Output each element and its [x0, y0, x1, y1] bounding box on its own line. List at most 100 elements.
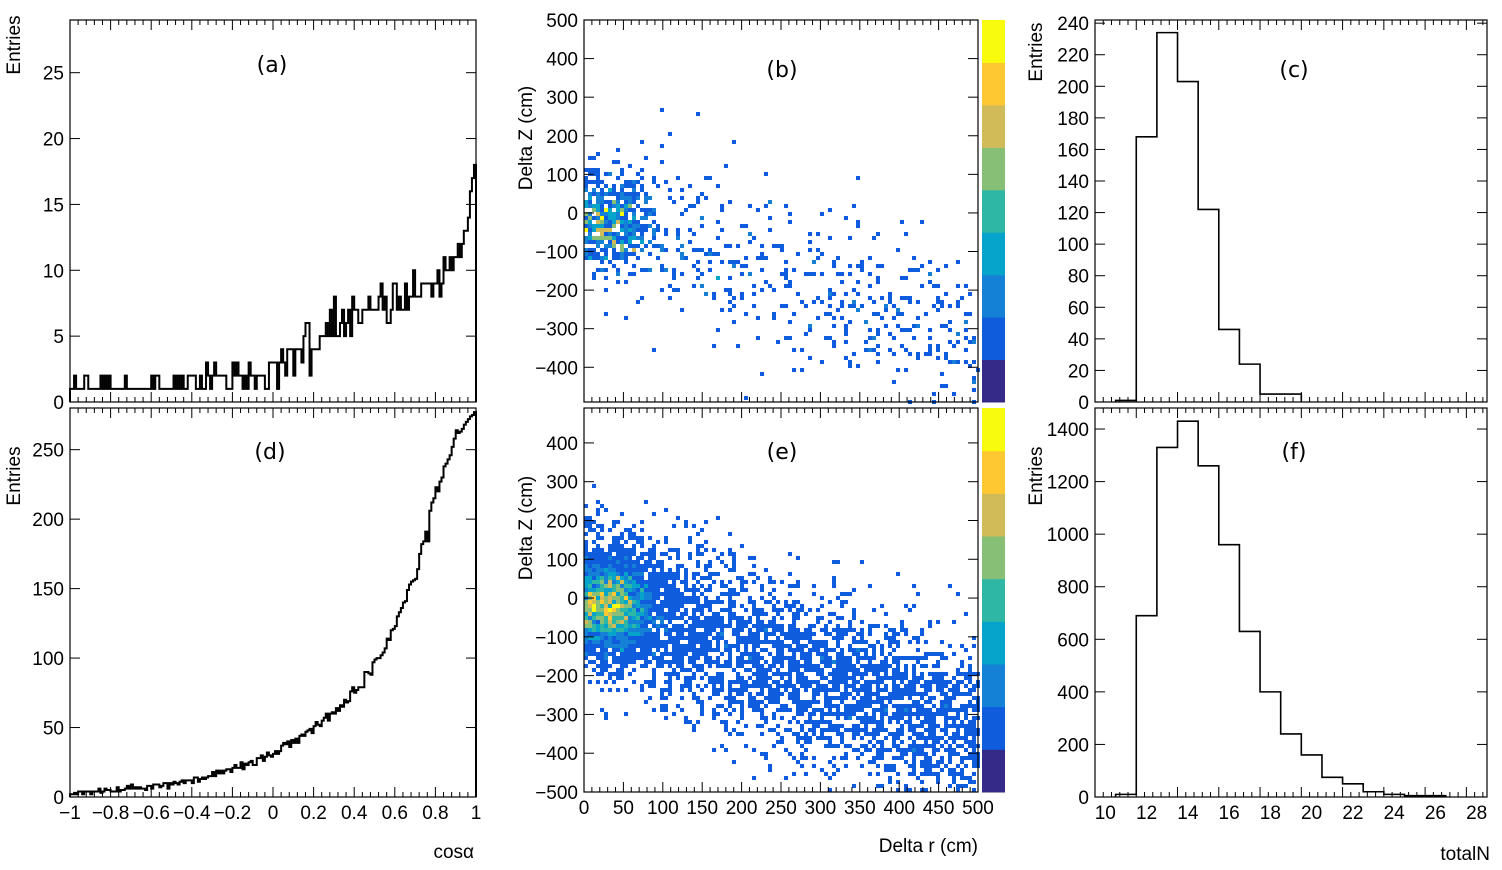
heatmap-cell: [640, 296, 644, 300]
heatmap-cell: [628, 220, 632, 224]
x-tick-label: 0.6: [382, 803, 408, 824]
heatmap-cell: [724, 288, 728, 292]
heatmap-cell: [840, 712, 844, 716]
heatmap-cell: [636, 224, 640, 228]
heatmap-cell: [732, 264, 736, 268]
heatmap-cell: [840, 648, 844, 652]
heatmap-cell: [632, 228, 636, 232]
heatmap-cell: [620, 168, 624, 172]
heatmap-cell: [624, 236, 628, 240]
heatmap-cell: [636, 172, 640, 176]
heatmap-cell: [856, 700, 860, 704]
heatmap-cell: [892, 704, 896, 708]
heatmap-cell: [788, 696, 792, 700]
heatmap-cell: [672, 628, 676, 632]
heatmap-cell: [600, 612, 604, 616]
heatmap-cell: [856, 640, 860, 644]
heatmap-cell: [808, 664, 812, 668]
heatmap-cell: [860, 676, 864, 680]
heatmap-cell: [868, 732, 872, 736]
heatmap-cell: [592, 608, 596, 612]
heatmap-cell: [700, 576, 704, 580]
heatmap-cell: [792, 692, 796, 696]
heatmap-cell: [932, 764, 936, 768]
heatmap-cell: [948, 724, 952, 728]
heatmap-cell: [648, 600, 652, 604]
heatmap-cell: [776, 644, 780, 648]
heatmap-cell: [640, 208, 644, 212]
heatmap-cell: [752, 284, 756, 288]
heatmap-cell: [612, 520, 616, 524]
heatmap-cell: [708, 616, 712, 620]
heatmap-cell: [712, 676, 716, 680]
heatmap-cell: [784, 272, 788, 276]
heatmap-cell: [932, 724, 936, 728]
heatmap-cell: [716, 252, 720, 256]
heatmap-cell: [584, 604, 588, 608]
heatmap-cell: [960, 672, 964, 676]
heatmap-cell: [724, 584, 728, 588]
heatmap-cell: [900, 724, 904, 728]
heatmap-cell: [852, 668, 856, 672]
heatmap-cell: [920, 788, 924, 792]
heatmap-cell: [952, 732, 956, 736]
heatmap-cell: [872, 644, 876, 648]
heatmap-cell: [840, 672, 844, 676]
heatmap-cell: [680, 592, 684, 596]
heatmap-cell: [928, 688, 932, 692]
heatmap-cell: [588, 592, 592, 596]
heatmap-cell: [828, 660, 832, 664]
heatmap-cell: [628, 528, 632, 532]
heatmap-cell: [748, 684, 752, 688]
y-axis-title: Entries: [1026, 22, 1047, 81]
heatmap-cell: [968, 688, 972, 692]
heatmap-cell: [596, 168, 600, 172]
heatmap-cell: [632, 660, 636, 664]
heatmap-cell: [624, 248, 628, 252]
y-tick-label: 20: [1068, 361, 1089, 382]
heatmap-cell: [652, 708, 656, 712]
heatmap-cell: [664, 576, 668, 580]
heatmap-cell: [608, 208, 612, 212]
y-tick-label: 1400: [1047, 420, 1089, 441]
heatmap-cell: [920, 684, 924, 688]
heatmap-cell: [784, 728, 788, 732]
heatmap-cell: [752, 292, 756, 296]
heatmap-cell: [800, 632, 804, 636]
heatmap-cell: [612, 596, 616, 600]
heatmap-cell: [764, 720, 768, 724]
heatmap-cell: [692, 232, 696, 236]
heatmap-cell: [652, 244, 656, 248]
heatmap-cell: [840, 628, 844, 632]
heatmap-cell: [964, 320, 968, 324]
heatmap-cell: [692, 584, 696, 588]
heatmap-cell: [732, 560, 736, 564]
heatmap-cell: [644, 700, 648, 704]
heatmap-cell: [636, 556, 640, 560]
heatmap-cell: [940, 680, 944, 684]
heatmap-cell: [880, 680, 884, 684]
heatmap-cell: [908, 696, 912, 700]
heatmap-cell: [796, 600, 800, 604]
heatmap-cell: [828, 648, 832, 652]
heatmap-cell: [632, 544, 636, 548]
heatmap-cell: [960, 664, 964, 668]
heatmap-cell: [764, 756, 768, 760]
heatmap-cell: [644, 584, 648, 588]
heatmap-cell: [708, 660, 712, 664]
heatmap-cell: [856, 292, 860, 296]
heatmap-cell: [720, 308, 724, 312]
heatmap-cell: [620, 588, 624, 592]
y-tick-label: 0: [53, 788, 64, 809]
heatmap-cell: [940, 640, 944, 644]
heatmap-cell: [692, 576, 696, 580]
y-tick-label: 240: [1057, 14, 1089, 35]
heatmap-cell: [916, 356, 920, 360]
heatmap-cell: [608, 588, 612, 592]
heatmap-cell: [824, 312, 828, 316]
heatmap-cell: [680, 580, 684, 584]
heatmap-cell: [800, 676, 804, 680]
heatmap-cell: [776, 656, 780, 660]
heatmap-cell: [884, 688, 888, 692]
heatmap-cell: [648, 268, 652, 272]
